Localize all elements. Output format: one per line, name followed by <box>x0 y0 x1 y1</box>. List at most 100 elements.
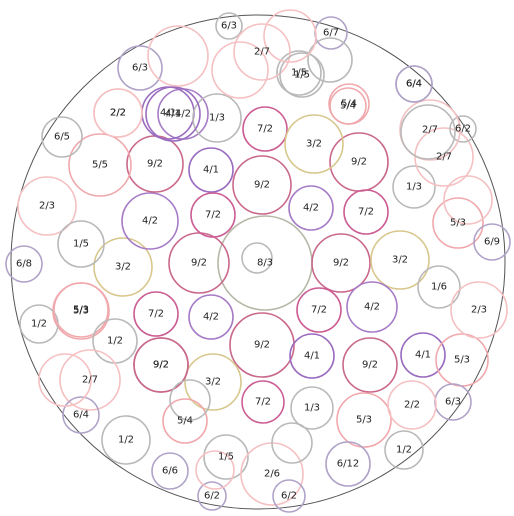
circle-6-3 <box>434 383 472 421</box>
circle-label: 9/2 <box>362 360 378 371</box>
circle-4-2 <box>346 281 398 333</box>
circle-1-6 <box>417 265 461 309</box>
circle-label: 5/3 <box>356 415 372 426</box>
circle-1-3 <box>192 93 242 143</box>
circle-blank <box>195 450 235 490</box>
circle-7-2 <box>190 192 236 238</box>
circle-4-2 <box>121 192 179 250</box>
circle-label: 3/2 <box>306 139 322 150</box>
circle-label: 2/2 <box>404 400 420 411</box>
circle-label: 3/2 <box>205 377 221 388</box>
circle-label: 6/9 <box>484 237 500 248</box>
circle-9-2 <box>232 155 292 215</box>
circle-label: 4/2 <box>303 203 319 214</box>
circle-6-2 <box>272 479 306 513</box>
circle-6-6 <box>151 452 189 490</box>
circle-5-4 <box>328 83 370 125</box>
circle-label: 4/1 <box>160 108 176 119</box>
circle-9-2 <box>229 312 295 378</box>
circle-2-7 <box>399 99 461 161</box>
circle-label: 1/2 <box>31 319 47 330</box>
circle-6-8 <box>5 245 43 283</box>
circle-label: 6/3 <box>445 397 461 408</box>
circles-layer: 8/3 9/2 9/2 9/2 9/2 7/2 4/2 3/2 4/1 7/2 9/2 3/2 7/2 4… <box>5 9 511 513</box>
circle-2-3 <box>17 176 77 236</box>
circle-label: 4/2 <box>175 109 191 120</box>
circle-6-2 <box>197 481 227 511</box>
circle-4-2 <box>188 294 234 340</box>
outer-boundary-circle <box>10 14 506 510</box>
circle-7-2 <box>133 291 179 337</box>
circle-7-2 <box>241 380 285 424</box>
circle-label: 5/4 <box>177 416 193 427</box>
circle-label: 1/6 <box>431 282 447 293</box>
circle-3-2 <box>184 353 242 411</box>
circle-1-5 <box>203 434 249 480</box>
circle-blank <box>307 37 353 83</box>
circle-label: 6/5 <box>54 132 70 143</box>
circle-label: 2/7 <box>436 152 452 163</box>
circle-label: 9/2 <box>153 360 169 371</box>
circle-label: 8/3 <box>257 258 273 269</box>
circle-label: 5/5 <box>92 160 108 171</box>
circle-label: 6/2 <box>281 491 297 502</box>
circle-label: 2/2 <box>110 108 126 119</box>
circle-2-2 <box>387 380 437 430</box>
circle-label: 5/3 <box>73 305 89 316</box>
circle-label: 4/1 <box>165 109 181 120</box>
circle-6-3 <box>117 45 163 91</box>
circle-4-2 <box>288 185 334 231</box>
circle-6-7 <box>314 16 348 50</box>
circle-label: 2/3 <box>39 201 55 212</box>
circle-4-1 <box>188 147 234 193</box>
circle-5-5 <box>68 133 132 197</box>
circle-2-7 <box>233 23 291 81</box>
circle-label: 1/5 <box>294 70 310 81</box>
circle-label: 4/1 <box>203 165 219 176</box>
circle-label: 2/6 <box>264 469 280 480</box>
circle-4-1 <box>145 86 201 142</box>
circle-label: 5/4 <box>341 99 357 110</box>
circle-blank <box>241 242 273 274</box>
circle-label: 3/2 <box>115 262 131 273</box>
circle-label: 7/2 <box>311 305 327 316</box>
circle-label: 2/7 <box>82 375 98 386</box>
circle-1-5 <box>279 52 325 98</box>
circle-label: 9/2 <box>254 180 270 191</box>
circle-label: 4/1 <box>415 350 431 361</box>
circle-blank <box>211 41 269 99</box>
circle-1-2 <box>384 430 424 470</box>
circle-1-3 <box>392 165 436 209</box>
circle-label: 6/7 <box>323 28 339 39</box>
circle-9-2 <box>342 337 398 393</box>
circle-label: 7/2 <box>255 397 271 408</box>
circle-6-4 <box>62 396 100 434</box>
circle-4-1 <box>289 333 335 379</box>
circle-1-5 <box>276 50 322 96</box>
circle-6-9 <box>473 223 511 261</box>
circle-4-1 <box>400 332 446 378</box>
circle-label: 9/2 <box>254 340 270 351</box>
circle-label: 3/2 <box>392 255 408 266</box>
circle-6-12 <box>325 441 371 487</box>
circle-label: 2/2 <box>110 108 126 119</box>
circle-label: 4/2 <box>364 302 380 313</box>
circle-label: 9/2 <box>333 258 349 269</box>
circle-label: 7/2 <box>257 124 273 135</box>
circle-label: 9/2 <box>351 157 367 168</box>
circle-7-2 <box>343 189 389 235</box>
circle-blank <box>147 25 209 87</box>
circle-label: 6/2 <box>204 491 220 502</box>
circle-label: 1/2 <box>118 435 134 446</box>
circle-label: 1/3 <box>209 113 225 124</box>
circle-5-3 <box>432 197 484 249</box>
circle-label: 1/2 <box>396 445 412 456</box>
circle-label: 7/2 <box>358 207 374 218</box>
circle-1-5 <box>57 220 105 268</box>
circle-9-2 <box>168 232 230 294</box>
circle-label: 1/3 <box>406 182 422 193</box>
circle-label: 5/3 <box>73 306 89 317</box>
circle-label: 7/2 <box>205 210 221 221</box>
circle-2-7 <box>59 349 121 411</box>
